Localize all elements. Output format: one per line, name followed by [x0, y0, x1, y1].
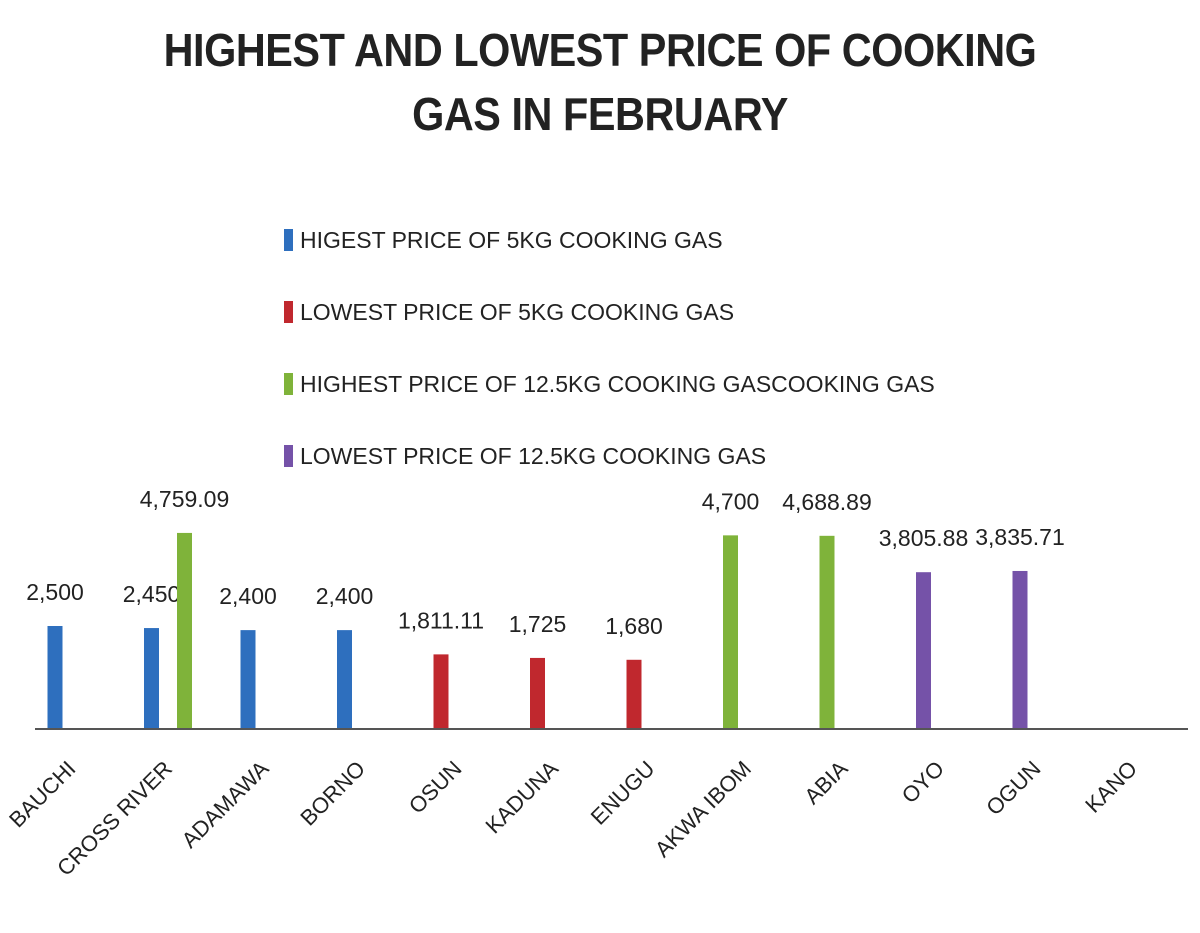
x-tick-label-ogun: OGUN: [981, 756, 1045, 820]
legend-label-2: LOWEST PRICE OF 5KG COOKING GAS: [300, 299, 734, 325]
x-tick-label-enugu: ENUGU: [586, 756, 660, 830]
bar-enugu-s2: [626, 659, 642, 729]
legend-label-4: LOWEST PRICE OF 12.5KG COOKING GAS: [300, 443, 766, 469]
x-tick-label-abia: ABIA: [799, 756, 852, 809]
legend-label-1: HIGEST PRICE OF 5KG COOKING GAS: [300, 227, 723, 253]
data-label-adamawa-s1: 2,400: [219, 583, 277, 609]
legend-swatch-3: [284, 373, 293, 395]
bar-kaduna-s2: [530, 657, 545, 729]
data-label-osun-s2: 1,811.11: [398, 607, 484, 633]
x-tick-label-kano: KANO: [1080, 756, 1142, 818]
chart-title-line-1: HIGHEST AND LOWEST PRICE OF COOKING: [163, 24, 1037, 76]
legend-swatch-2: [284, 301, 293, 323]
chart-title-line-2: GAS IN FEBRUARY: [412, 88, 788, 140]
bar-adamawa-s1: [240, 630, 256, 729]
x-tick-label-osun: OSUN: [404, 756, 467, 819]
x-tick-label-adamawa: ADAMAWA: [177, 756, 274, 853]
data-label-borno-s1: 2,400: [316, 583, 374, 609]
data-label-akwa-ibom-s3: 4,700: [702, 488, 760, 514]
data-label-kaduna-s2: 1,725: [509, 611, 567, 637]
data-label-ogun-s4: 3,835.71: [975, 524, 1065, 550]
legend-label-3: HIGHEST PRICE OF 12.5KG COOKING GASCOOKI…: [300, 371, 935, 397]
legend-swatch-1: [284, 229, 293, 251]
data-label-enugu-s2: 1,680: [605, 613, 663, 639]
data-label-bauchi-s1: 2,500: [26, 579, 84, 605]
bar-cross-river-s1: [144, 628, 159, 729]
x-tick-label-kaduna: KADUNA: [481, 756, 564, 839]
bar-osun-s2: [433, 654, 449, 729]
bar-ogun-s4: [1012, 570, 1028, 729]
bar-oyo-s4: [916, 572, 931, 729]
plot-area: 2,500 2,450 4,759.09 2,400 2,400 1,811.11 1,72…: [26, 486, 1065, 729]
x-tick-label-bauchi: BAUCHI: [4, 756, 80, 832]
bar-cross-river-s3: [177, 532, 192, 729]
x-tick-label-borno: BORNO: [295, 756, 370, 831]
x-tick-label-akwa-ibom: AKWA IBOM: [650, 756, 756, 862]
chart-title: HIGHEST AND LOWEST PRICE OF COOKING GAS …: [60, 18, 1140, 146]
data-label-oyo-s4: 3,805.88: [879, 525, 969, 551]
bar-abia-s3: [819, 535, 835, 729]
data-label-cross-river-s1: 2,450: [123, 581, 181, 607]
legend: HIGEST PRICE OF 5KG COOKING GAS LOWEST PR…: [284, 227, 935, 469]
bar-akwa-ibom-s3: [723, 535, 738, 729]
bar-bauchi-s1: [47, 626, 63, 729]
x-tick-label-oyo: OYO: [897, 756, 949, 808]
data-label-abia-s3: 4,688.89: [782, 489, 872, 515]
data-label-cross-river-s3: 4,759.09: [140, 486, 230, 512]
bar-borno-s1: [337, 630, 352, 729]
legend-swatch-4: [284, 445, 293, 467]
